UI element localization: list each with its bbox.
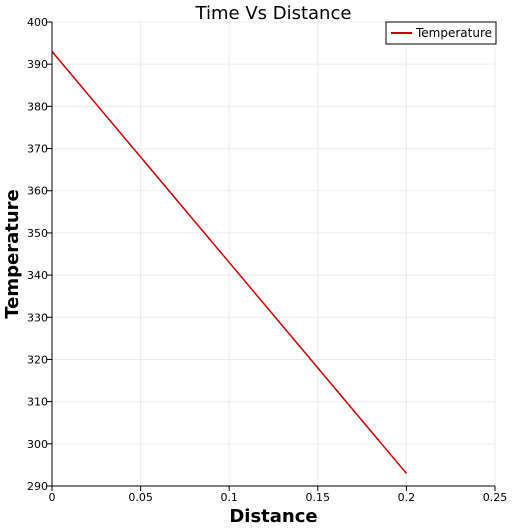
y-tick-label: 390 (27, 58, 48, 71)
axes (51, 22, 495, 487)
series-layer (51, 51, 407, 474)
grid (52, 21, 496, 486)
legend-box (385, 21, 497, 45)
labels: Time Vs Distance Distance Temperature (2, 3, 351, 527)
x-tick-label: 0.25 (483, 491, 508, 504)
x-tick-label: 0.2 (398, 491, 416, 504)
y-tick-label: 400 (27, 16, 48, 29)
y-tick-label: 370 (27, 143, 48, 156)
y-tick-label: 360 (27, 185, 48, 198)
ticks: 0 0.05 0.1 0.15 0.2 0.25 290 300 310 320 330 340 350… (27, 16, 507, 504)
series-line (51, 51, 407, 474)
legend-label: Temperature (415, 26, 492, 40)
y-axis-title: Temperature (2, 189, 23, 318)
y-tick-label: 320 (27, 353, 48, 366)
y-tick-label: 340 (27, 269, 48, 282)
x-tick-label: 0.15 (306, 491, 331, 504)
y-tick-label: 290 (27, 480, 48, 493)
legend: Temperature (385, 21, 497, 45)
y-tick-label: 330 (27, 311, 48, 324)
x-tick-label: 0.1 (220, 491, 238, 504)
y-tick-label: 310 (27, 396, 48, 409)
chart-title: Time Vs Distance (195, 3, 352, 24)
x-tick-label: 0.05 (128, 491, 153, 504)
y-tick-label: 300 (27, 438, 48, 451)
x-tick-label: 0 (49, 491, 56, 504)
y-tick-label: 350 (27, 227, 48, 240)
x-axis-title: Distance (229, 506, 317, 527)
y-tick-label: 380 (27, 100, 48, 113)
